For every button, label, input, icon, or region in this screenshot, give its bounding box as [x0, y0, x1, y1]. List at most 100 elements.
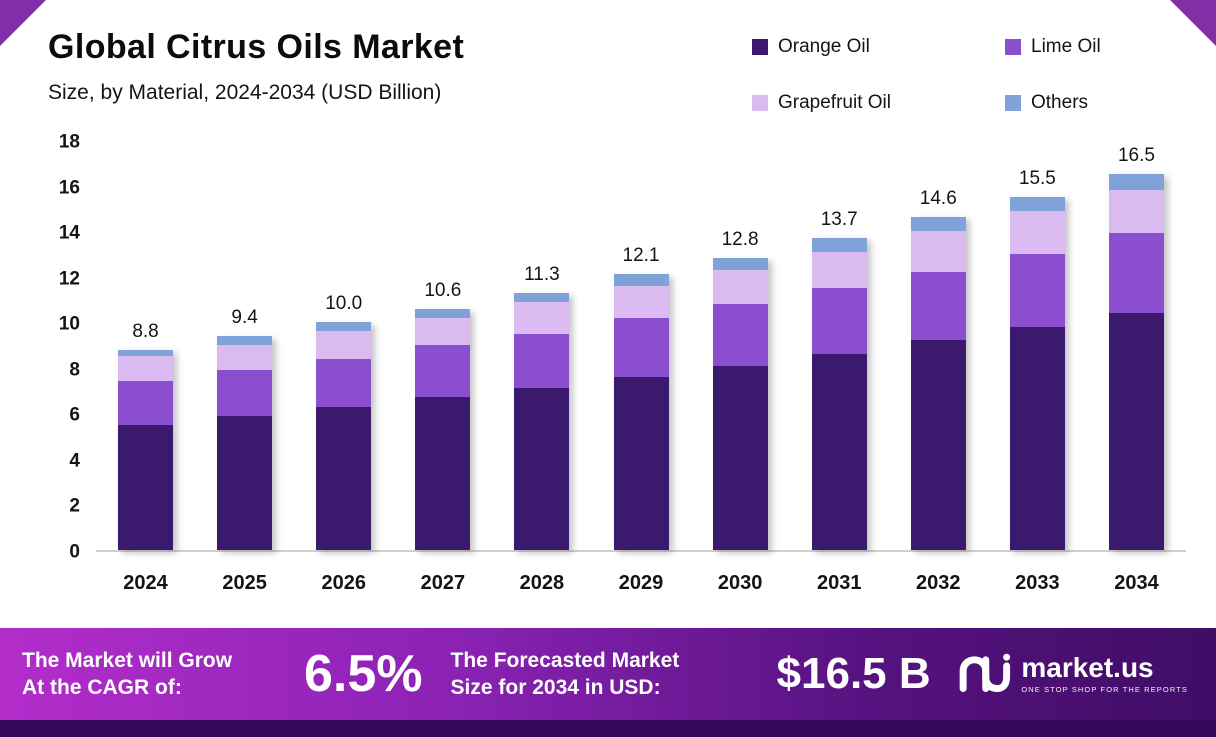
segment-others: [811, 237, 867, 252]
segment-grapefruit-oil: [316, 331, 372, 359]
legend-item-others: Others: [1005, 92, 1101, 114]
segment-orange-oil: [316, 406, 372, 550]
bar-total-label: 12.8: [721, 229, 759, 251]
legend-swatch: [752, 39, 768, 55]
segment-others: [415, 308, 471, 318]
bar-group-2030: 12.8: [691, 142, 790, 550]
marketus-logo-text: market.us ONE STOP SHOP FOR THE REPORTS: [1021, 652, 1188, 695]
segment-orange-oil: [118, 424, 174, 550]
footer-banner: The Market will Grow At the CAGR of: 6.5…: [0, 628, 1216, 720]
segment-lime-oil: [316, 358, 372, 407]
legend-item-grapefruit-oil: Grapefruit Oil: [752, 92, 1005, 114]
legend-label: Others: [1031, 92, 1089, 113]
y-tick-12: 12: [58, 268, 80, 290]
segment-others: [712, 258, 768, 270]
x-label-2025: 2025: [222, 572, 267, 594]
y-axis: 0 2 4 6 8 10 12 14 16 18: [0, 133, 80, 562]
forecast-label: The Forecasted Market Size for 2034 in U…: [451, 647, 753, 702]
x-label-2029: 2029: [618, 572, 664, 594]
cagr-label-line1: The Market will Grow: [22, 648, 233, 672]
segment-others: [217, 335, 273, 346]
bar-stack: [712, 258, 768, 550]
x-axis: 2024 2025 2026 2027 2028 2029 2030 2031 2032 2033…: [96, 572, 1186, 595]
bar-total-label: 12.1: [622, 245, 660, 267]
segment-orange-oil: [910, 340, 966, 550]
bar-stack: [910, 217, 966, 550]
legend-label: Lime Oil: [1031, 36, 1101, 57]
bar-group-2028: 11.3: [492, 142, 591, 550]
y-tick-0: 0: [69, 541, 80, 563]
segment-others: [910, 217, 966, 232]
segment-orange-oil: [811, 354, 867, 550]
bar-total-label: 9.4: [231, 306, 258, 328]
bar-group-2034: 16.5: [1087, 142, 1186, 550]
segment-others: [1108, 174, 1164, 191]
page-title: Global Citrus Oils Market: [48, 28, 465, 66]
bar-stack: [811, 237, 867, 550]
bar-stack: [1108, 174, 1164, 550]
x-label-2024: 2024: [123, 572, 168, 594]
segment-grapefruit-oil: [217, 345, 273, 371]
cagr-value: 6.5%: [304, 645, 423, 703]
x-label-2032: 2032: [916, 572, 961, 594]
forecast-value: $16.5 B: [776, 649, 931, 698]
y-tick-2: 2: [69, 495, 80, 517]
bar-group-2029: 12.1: [591, 142, 690, 550]
segment-grapefruit-oil: [514, 301, 570, 334]
x-label-2027: 2027: [420, 572, 466, 594]
segment-grapefruit-oil: [1009, 210, 1065, 254]
marketus-logo-icon: [957, 652, 1011, 697]
bar-total-label: 11.3: [524, 263, 560, 285]
bar-stack: [415, 308, 471, 550]
segment-grapefruit-oil: [1108, 190, 1164, 234]
legend-label: Grapefruit Oil: [778, 92, 891, 113]
brand-name: market.us: [1021, 652, 1154, 683]
bottom-strip: [0, 720, 1216, 737]
bar-total-label: 16.5: [1117, 145, 1155, 167]
segment-lime-oil: [514, 333, 570, 389]
segment-lime-oil: [712, 304, 768, 366]
legend-label: Orange Oil: [778, 36, 870, 57]
bar-total-label: 10.6: [424, 279, 462, 301]
segment-orange-oil: [613, 376, 669, 550]
segment-grapefruit-oil: [415, 317, 471, 346]
segment-lime-oil: [811, 288, 867, 355]
bar-stack: [316, 322, 372, 550]
segment-orange-oil: [1009, 326, 1065, 550]
x-label-2031: 2031: [816, 572, 862, 594]
bar-stack: [1009, 196, 1065, 550]
segment-lime-oil: [1009, 253, 1065, 327]
bar-total-label: 13.7: [820, 208, 858, 230]
forecast-label-line1: The Forecasted Market: [450, 648, 680, 672]
segment-grapefruit-oil: [910, 231, 966, 273]
bar-group-2025: 9.4: [195, 142, 294, 550]
segment-grapefruit-oil: [118, 356, 174, 382]
y-tick-4: 4: [69, 450, 80, 472]
y-tick-6: 6: [69, 404, 80, 426]
corner-accent-top-right: [1170, 0, 1216, 46]
segment-others: [1009, 196, 1065, 211]
segment-others: [613, 274, 669, 286]
segment-others: [118, 349, 174, 357]
y-tick-8: 8: [69, 359, 80, 381]
segment-lime-oil: [910, 272, 966, 341]
x-label-2030: 2030: [717, 572, 763, 594]
forecast-label-line2: Size for 2034 in USD:: [450, 676, 661, 699]
bar-stack: [118, 349, 174, 550]
y-tick-16: 16: [58, 177, 80, 199]
legend-item-orange-oil: Orange Oil: [752, 36, 1005, 58]
x-label-2033: 2033: [1015, 572, 1060, 594]
brand-tagline: ONE STOP SHOP FOR THE REPORTS: [1021, 685, 1188, 694]
bar-total-label: 10.0: [325, 293, 363, 315]
plot-area: 8.8 9.4 10.0 10.6 11.3 12.1 12.8 13.7 14.6 15.5 16…: [96, 142, 1186, 552]
bar-group-2026: 10.0: [294, 142, 393, 550]
segment-grapefruit-oil: [712, 269, 768, 304]
bar-total-label: 8.8: [132, 320, 159, 342]
bar-total-label: 15.5: [1018, 167, 1056, 189]
bar-group-2027: 10.6: [393, 142, 492, 550]
marketus-logo[interactable]: market.us ONE STOP SHOP FOR THE REPORTS: [957, 652, 1194, 697]
y-tick-18: 18: [58, 131, 80, 153]
legend: Orange Oil Lime Oil Grapefruit Oil Others: [752, 36, 1101, 114]
legend-item-lime-oil: Lime Oil: [1005, 36, 1101, 58]
